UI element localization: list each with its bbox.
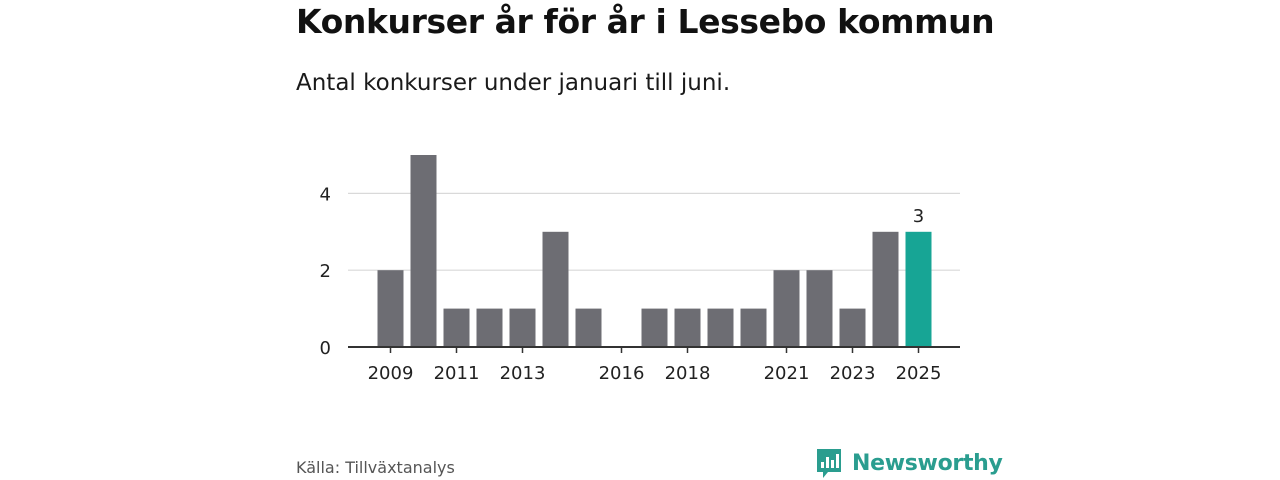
bar-2013 [509, 308, 536, 347]
axes [348, 346, 960, 353]
bar-2023 [839, 308, 866, 347]
bar-2018 [674, 308, 701, 347]
x-tick-label: 2025 [896, 363, 942, 384]
bar-2014 [542, 231, 569, 347]
chart-title: Konkurser år för år i Lessebo kommun [296, 2, 995, 41]
data-label-2025: 3 [913, 206, 924, 227]
bar-2020 [740, 308, 767, 347]
x-tick-label: 2021 [764, 363, 810, 384]
newsworthy-logo: Newsworthy [815, 447, 1003, 480]
y-tick-label: 2 [320, 261, 331, 282]
x-tick-label: 2009 [368, 363, 414, 384]
bar-2021 [773, 270, 800, 347]
x-tick-label: 2013 [500, 363, 546, 384]
bar-2022 [806, 270, 833, 347]
brand-name: Newsworthy [852, 451, 1003, 476]
bar-2009 [377, 270, 404, 347]
bar-2017 [641, 308, 668, 347]
gridlines [348, 192, 960, 271]
bars [377, 155, 932, 347]
x-tick-label: 2011 [434, 363, 480, 384]
bar-2011 [443, 308, 470, 347]
source-note: Källa: Tillväxtanalys [296, 458, 455, 477]
bar-2025 [905, 231, 932, 347]
bar-2015 [575, 308, 602, 347]
bar-2012 [476, 308, 503, 347]
bar-2024 [872, 231, 899, 347]
x-tick-label: 2016 [599, 363, 645, 384]
y-tick-label: 0 [320, 338, 331, 359]
x-tick-label: 2023 [830, 363, 876, 384]
bar-2010 [410, 155, 437, 347]
bar-2019 [707, 308, 734, 347]
y-tick-label: 4 [320, 184, 331, 205]
x-tick-label: 2018 [665, 363, 711, 384]
chart-subtitle: Antal konkurser under januari till juni. [296, 70, 731, 96]
labels: 0 2 4 3 2009 2011 2013 2016 2018 2021 2023 2025 [320, 184, 942, 384]
newsworthy-bar-chart-icon [817, 449, 841, 478]
